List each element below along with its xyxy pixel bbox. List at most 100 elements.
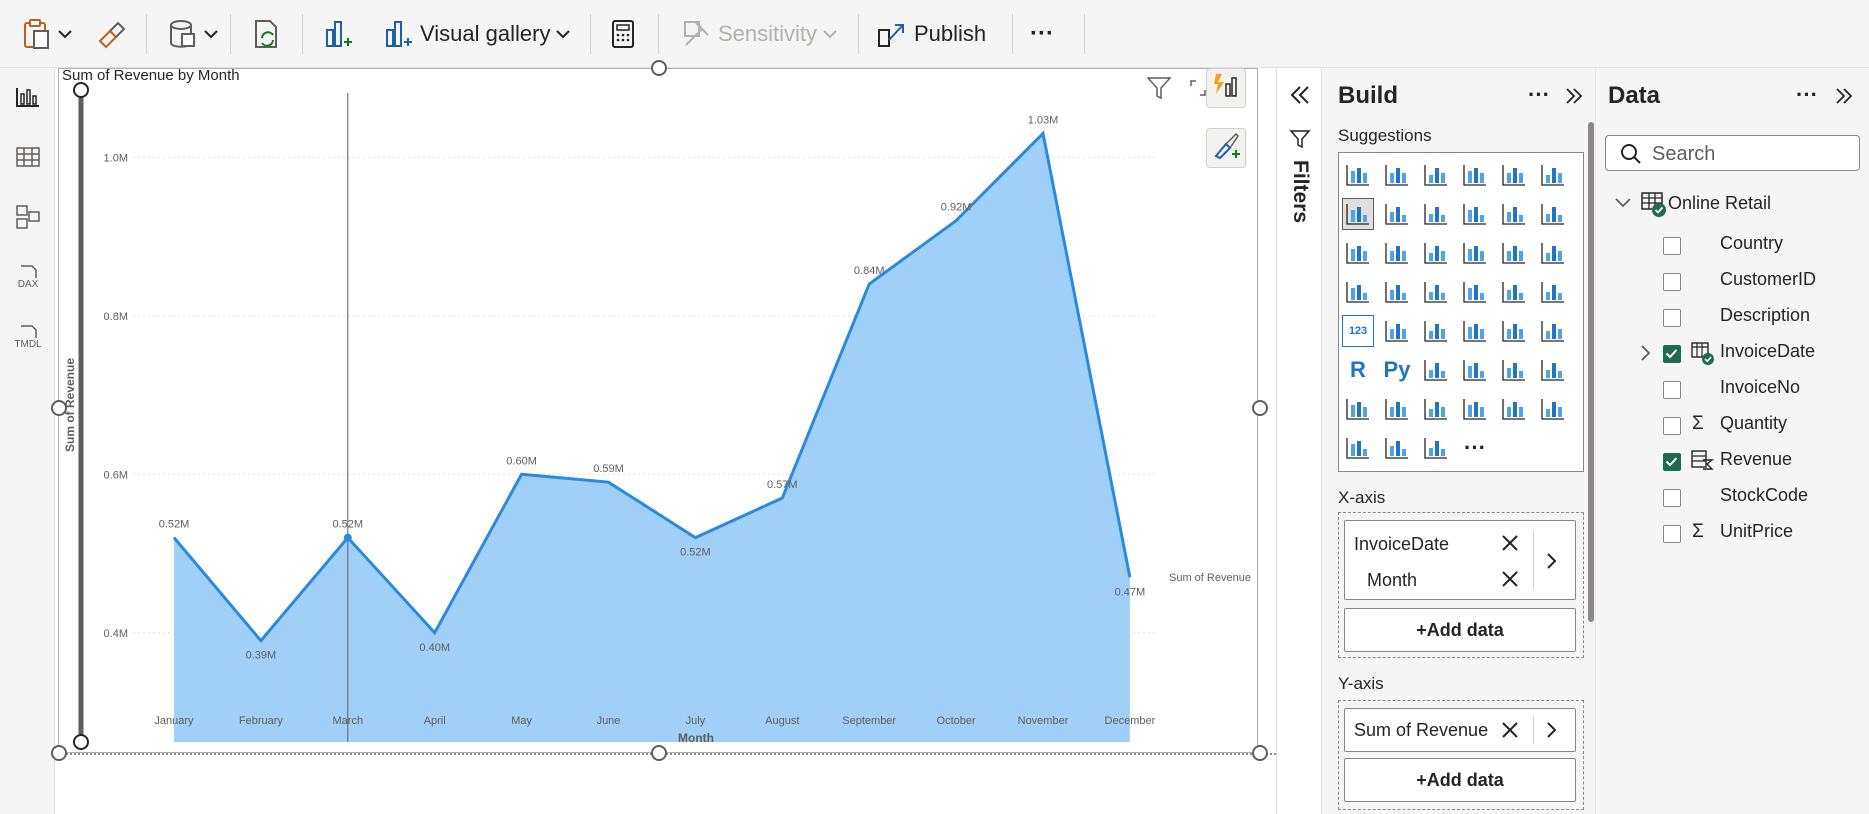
visual-type-icon[interactable] [1459,198,1491,230]
field-checkbox[interactable] [1663,453,1681,471]
visual-type-icon[interactable] [1342,276,1374,308]
format-visual-button[interactable] [1206,128,1246,168]
visual-type-icon[interactable] [1342,393,1374,425]
visual-type-icon[interactable] [1420,354,1452,386]
visual-type-icon[interactable] [1498,159,1530,191]
visual-type-icon[interactable] [1537,276,1569,308]
build-more-options-icon[interactable]: ··· [1528,82,1550,107]
field-name[interactable]: InvoiceDate [1720,341,1816,361]
field-checkbox[interactable] [1663,381,1681,399]
visual-type-icon[interactable] [1420,276,1452,308]
visual-type-icon[interactable] [1498,354,1530,386]
table-name[interactable]: Online Retail [1668,193,1772,213]
remove-field-icon[interactable] [1500,720,1520,745]
visual-type-icon[interactable] [1498,276,1530,308]
visual-type-icon[interactable] [1459,237,1491,269]
field-checkbox[interactable] [1663,525,1681,543]
yaxis-field-chip[interactable] [1344,708,1576,752]
resize-handle-bottom[interactable] [651,745,667,761]
xaxis-field-chip[interactable] [1344,520,1576,600]
remove-field-icon[interactable] [1500,533,1520,558]
dax-query-view-icon[interactable]: DAX [13,262,43,292]
expand-left-icon[interactable] [1289,84,1311,111]
field-name[interactable]: Revenue [1720,449,1793,469]
visual-type-icon[interactable] [1537,315,1569,347]
paste-button[interactable] [22,12,72,56]
field-name[interactable]: StockCode [1720,485,1809,505]
chevron-right-icon[interactable] [1640,344,1652,367]
visual-type-icon[interactable] [1420,315,1452,347]
visual-type-icon[interactable] [1342,237,1374,269]
filters-label[interactable]: Filters [1289,160,1312,224]
resize-handle-bottom-left[interactable] [51,745,67,761]
visual-type-icon[interactable] [1381,276,1413,308]
focus-mode-icon[interactable] [1190,80,1206,101]
resize-handle-left[interactable] [51,400,67,416]
resize-handle-top[interactable] [651,60,667,76]
new-measure-button[interactable] [610,12,636,56]
visual-type-icon[interactable] [1459,354,1491,386]
more-visuals-icon[interactable]: ··· [1464,435,1486,460]
card-visual-icon[interactable]: 123 [1342,315,1374,347]
visual-type-icon[interactable] [1537,159,1569,191]
visual-type-icon[interactable] [1498,393,1530,425]
field-checkbox[interactable] [1663,417,1681,435]
visual-type-icon[interactable] [1381,237,1413,269]
visual-type-icon[interactable] [1381,315,1413,347]
publish-button[interactable]: Publish [876,12,986,56]
chevron-right-icon[interactable] [1546,552,1558,575]
resize-handle-bottom-right[interactable] [1252,745,1268,761]
visual-type-icon[interactable] [1537,237,1569,269]
visual-type-icon[interactable] [1381,432,1413,464]
field-name[interactable]: CustomerID [1720,269,1817,289]
build-visual-button[interactable] [1206,68,1246,108]
collapse-build-icon[interactable] [1564,86,1584,111]
field-checkbox[interactable] [1663,273,1681,291]
visual-type-icon[interactable] [1459,159,1491,191]
chevron-right-icon[interactable] [1546,721,1558,744]
visual-type-icon[interactable] [1381,393,1413,425]
visual-gallery-button[interactable]: Visual gallery [382,12,571,56]
data-more-options-icon[interactable]: ··· [1796,82,1818,107]
r-visual-icon[interactable]: R [1350,357,1366,382]
new-visual-button[interactable] [322,12,354,56]
get-data-button[interactable] [168,12,218,56]
chevron-down-icon[interactable] [1614,196,1632,214]
resize-handle-right[interactable] [1252,400,1268,416]
report-view-icon[interactable] [13,82,43,112]
more-options-button[interactable]: ··· [1030,12,1054,56]
visual-type-icon[interactable] [1420,393,1452,425]
xaxis-add-data-button[interactable]: +Add data [1344,608,1576,652]
visual-type-icon[interactable] [1342,159,1374,191]
field-checkbox[interactable] [1663,309,1681,327]
visual-type-icon[interactable] [1381,198,1413,230]
visual-type-icon[interactable] [1420,237,1452,269]
visual-type-icon[interactable] [1420,198,1452,230]
visual-type-icon[interactable] [1342,432,1374,464]
visual-type-icon[interactable] [1459,276,1491,308]
filters-pane-collapsed[interactable] [1276,68,1322,814]
visual-type-icon[interactable] [1459,393,1491,425]
sensitivity-button[interactable]: Sensitivity [682,12,837,56]
python-visual-icon[interactable]: Py [1383,357,1411,382]
visual-type-icon[interactable] [1537,393,1569,425]
visual-type-icon[interactable] [1420,432,1452,464]
visual-type-icon[interactable] [1381,159,1413,191]
visual-type-icon[interactable] [1537,198,1569,230]
visual-type-icon[interactable] [1498,237,1530,269]
visual-type-icon[interactable] [1420,159,1452,191]
field-name[interactable]: Description [1720,305,1811,325]
visual-type-icon[interactable] [1459,315,1491,347]
remove-field-icon[interactable] [1500,569,1520,594]
field-checkbox[interactable] [1663,237,1681,255]
visual-type-icon[interactable] [1498,198,1530,230]
field-name[interactable]: Quantity [1720,413,1788,433]
filter-icon[interactable] [1146,76,1172,105]
visual-type-icon[interactable] [1498,315,1530,347]
field-name[interactable]: Country [1720,233,1784,253]
field-name[interactable]: UnitPrice [1720,521,1794,541]
table-view-icon[interactable] [13,142,43,172]
model-view-icon[interactable] [13,202,43,232]
format-painter-button[interactable] [96,12,126,56]
tmdl-view-icon[interactable]: TMDL [13,322,43,352]
